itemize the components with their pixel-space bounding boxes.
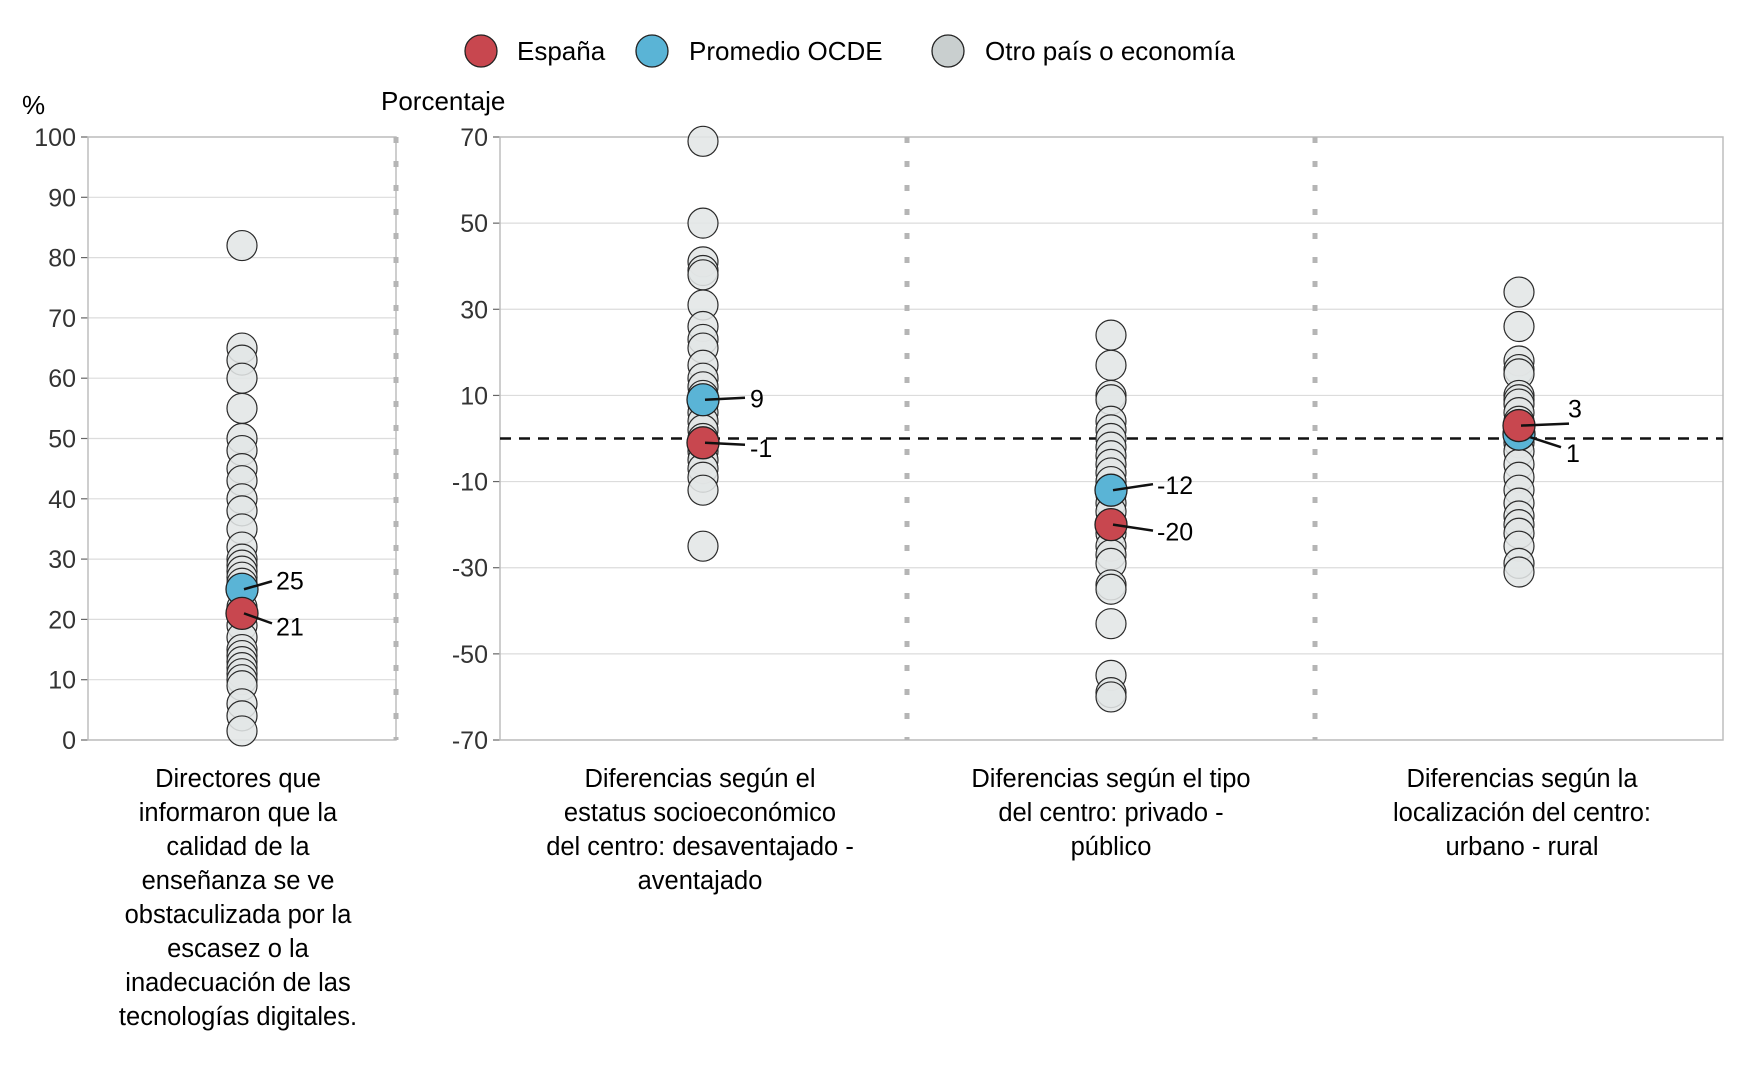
panel-right: -70 -50 -30 -10 10 30 50 70 9 -12 1 -1 -20 3: [452, 124, 1724, 755]
point-other-country: [1095, 681, 1127, 713]
point-other-country: [687, 259, 719, 291]
label-leader-spain: [1520, 422, 1570, 427]
point-other-country: [687, 530, 719, 562]
category-label-school-type: Diferencias según el tipo del centro: pr…: [971, 765, 1251, 861]
y-tick-label: 70: [460, 124, 488, 152]
y-tick-label: 40: [48, 486, 76, 514]
legend-marker-0: [464, 34, 498, 68]
y-tick-label: 0: [62, 727, 76, 755]
y-tick-label: 50: [460, 210, 488, 238]
label-leader-oecd: [704, 396, 746, 401]
point-other-country: [1503, 276, 1535, 308]
label-leader-oecd: [1112, 482, 1154, 492]
y-tick-label: 90: [48, 184, 76, 212]
y-tick-label: 80: [48, 245, 76, 273]
category-label-socioeconomic: Diferencias según el estatus socioeconóm…: [546, 765, 854, 895]
point-other-country: [1503, 556, 1535, 588]
point-other-country: [687, 474, 719, 506]
value-label-spain: 21: [276, 613, 304, 641]
y-tick-label: -70: [452, 727, 488, 755]
label-leader-spain: [1112, 523, 1154, 532]
y-tick-label: -50: [452, 641, 488, 669]
point-other-country: [1095, 319, 1127, 351]
point-other-country: [1095, 573, 1127, 605]
point-other-country: [226, 229, 258, 262]
label-leader-spain: [704, 441, 746, 447]
panel-left: 0 10 20 30 40 50 60 70 80 90 100 25 21: [34, 124, 399, 755]
point-other-country: [226, 362, 258, 394]
y-tick-label: 50: [48, 426, 76, 454]
legend-marker-1: [635, 34, 669, 68]
legend-label-0: España: [517, 36, 606, 66]
point-other-country: [1095, 349, 1127, 381]
value-label-oecd: 1: [1566, 440, 1580, 468]
legend-marker-2: [931, 34, 965, 68]
point-other-country: [226, 715, 258, 747]
value-label-spain: -20: [1157, 519, 1193, 547]
legend-label-1: Promedio OCDE: [689, 36, 883, 66]
point-other-country: [226, 392, 258, 424]
category-label-location: Diferencias según la localización del ce…: [1393, 765, 1651, 861]
point-other-country: [687, 125, 719, 157]
y-tick-label: 30: [460, 296, 488, 324]
y-tick-label: -10: [452, 469, 488, 497]
y-tick-label: 10: [460, 382, 488, 410]
y-tick-label: 100: [34, 124, 76, 152]
legend: España Promedio OCDE Otro país o economía: [464, 34, 1236, 68]
value-label-oecd: 9: [750, 386, 764, 414]
y-tick-label: 20: [48, 606, 76, 634]
category-label-digital: Directores que informaron que la calidad…: [118, 765, 358, 1031]
label-leader-spain: [243, 612, 273, 625]
point-other-country: [1503, 310, 1535, 343]
y-axis-label-left: %: [22, 90, 45, 120]
point-spain: [225, 596, 259, 631]
point-other-country: [687, 207, 719, 239]
value-label-oecd: -12: [1157, 472, 1193, 500]
label-leader-oecd: [243, 580, 273, 591]
legend-label-2: Otro país o economía: [985, 36, 1236, 66]
y-tick-label: 60: [48, 365, 76, 393]
y-tick-label: -30: [452, 555, 488, 583]
value-label-spain: -1: [750, 435, 772, 463]
value-label-oecd: 25: [276, 567, 304, 595]
value-label-spain: 3: [1568, 396, 1582, 424]
point-spain: [1094, 507, 1128, 542]
y-tick-label: 10: [48, 667, 76, 695]
y-tick-label: 70: [48, 305, 76, 333]
y-tick-label: 30: [48, 546, 76, 574]
point-oecd: [1094, 473, 1128, 507]
y-axis-label-right: Porcentaje: [381, 86, 505, 116]
point-other-country: [1095, 608, 1127, 640]
